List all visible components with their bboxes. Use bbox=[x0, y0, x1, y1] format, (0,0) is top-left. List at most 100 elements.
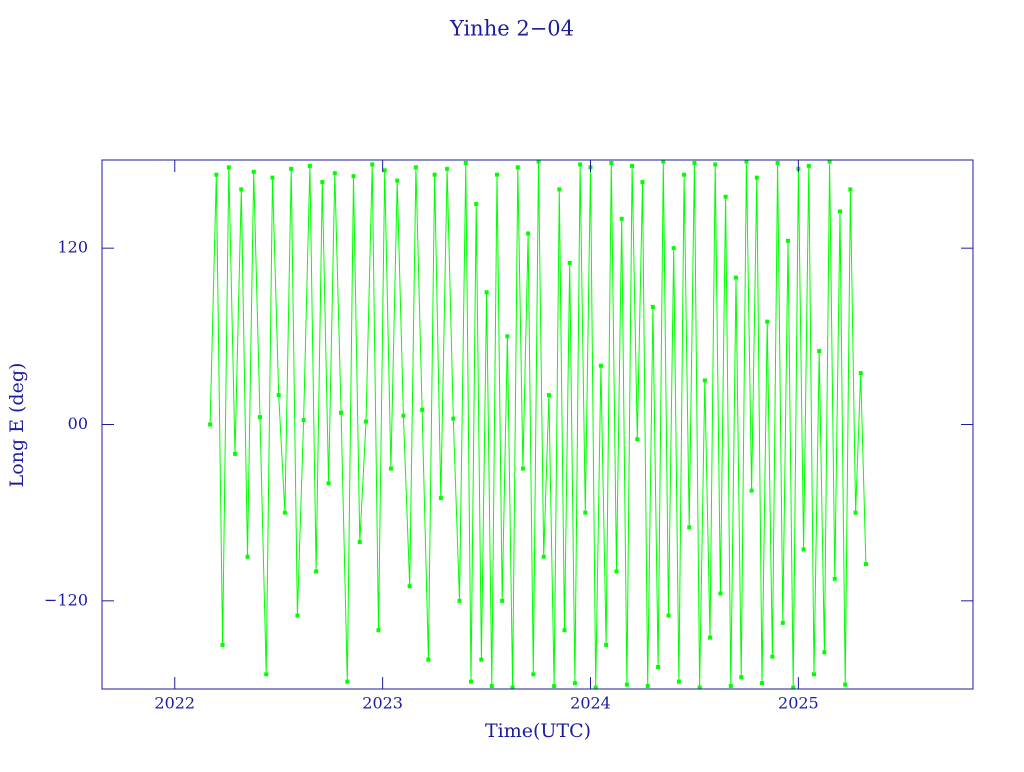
data-point bbox=[832, 576, 837, 581]
data-point bbox=[749, 488, 754, 493]
y-tick-label: 120 bbox=[57, 238, 88, 257]
data-point bbox=[295, 613, 300, 618]
data-point bbox=[744, 159, 749, 164]
data-point bbox=[208, 422, 213, 427]
data-point bbox=[474, 202, 479, 207]
data-point bbox=[451, 416, 456, 421]
data-point bbox=[420, 407, 425, 412]
x-tick-label: 2025 bbox=[778, 694, 819, 713]
data-point bbox=[531, 672, 536, 677]
data-point bbox=[536, 159, 541, 164]
data-point bbox=[546, 393, 551, 398]
data-point bbox=[515, 165, 520, 170]
data-point bbox=[457, 598, 462, 603]
data-point bbox=[438, 495, 443, 500]
data-point bbox=[630, 163, 635, 168]
data-point bbox=[484, 290, 489, 295]
data-point bbox=[552, 684, 557, 689]
data-point bbox=[364, 419, 369, 424]
chart-title: Yinhe 2−04 bbox=[449, 17, 574, 41]
data-point bbox=[314, 569, 319, 574]
data-point bbox=[713, 162, 718, 167]
data-point bbox=[785, 238, 790, 243]
data-point bbox=[226, 165, 231, 170]
data-point bbox=[557, 187, 562, 192]
data-point bbox=[791, 685, 796, 690]
data-point bbox=[301, 418, 306, 423]
x-axis-label: Time(UTC) bbox=[485, 720, 591, 742]
data-point bbox=[666, 613, 671, 618]
data-point bbox=[282, 510, 287, 515]
y-axis-label: Long E (deg) bbox=[6, 363, 28, 488]
data-point bbox=[572, 681, 577, 686]
data-point bbox=[351, 174, 356, 179]
data-point bbox=[770, 654, 775, 659]
data-point bbox=[739, 675, 744, 680]
data-point bbox=[650, 304, 655, 309]
data-point bbox=[604, 642, 609, 647]
data-point bbox=[619, 216, 624, 221]
y-tick-label: 00 bbox=[68, 414, 88, 433]
data-point bbox=[598, 363, 603, 368]
data-point bbox=[843, 682, 848, 687]
data-point bbox=[245, 554, 250, 559]
data-point bbox=[562, 628, 567, 633]
data-point bbox=[510, 685, 515, 690]
data-point bbox=[257, 415, 262, 420]
data-point bbox=[220, 642, 225, 647]
data-point bbox=[307, 163, 312, 168]
data-point bbox=[640, 180, 645, 185]
data-point bbox=[853, 510, 858, 515]
data-point bbox=[426, 657, 431, 662]
data-point bbox=[760, 681, 765, 686]
data-point bbox=[702, 378, 707, 383]
data-point bbox=[682, 172, 687, 177]
data-point bbox=[432, 172, 437, 177]
data-point bbox=[376, 628, 381, 633]
data-point bbox=[645, 684, 650, 689]
data-point bbox=[593, 685, 598, 690]
data-point bbox=[775, 160, 780, 165]
data-line bbox=[209, 161, 867, 688]
data-point bbox=[401, 413, 406, 418]
data-point bbox=[520, 466, 525, 471]
data-point bbox=[754, 175, 759, 180]
data-point bbox=[723, 194, 728, 199]
data-point bbox=[635, 437, 640, 442]
data-point bbox=[609, 160, 614, 165]
data-point bbox=[251, 169, 256, 174]
data-point bbox=[339, 410, 344, 415]
data-point bbox=[567, 260, 572, 265]
data-point bbox=[463, 160, 468, 165]
data-point bbox=[578, 162, 583, 167]
x-tick-label: 2022 bbox=[154, 694, 195, 713]
data-point bbox=[526, 231, 531, 236]
data-point bbox=[270, 175, 275, 180]
data-point bbox=[837, 209, 842, 214]
x-tick-label: 2024 bbox=[570, 694, 611, 713]
data-point bbox=[445, 166, 450, 171]
data-point bbox=[676, 679, 681, 684]
data-point bbox=[624, 682, 629, 687]
data-point bbox=[858, 371, 863, 376]
data-point bbox=[614, 569, 619, 574]
data-point bbox=[671, 246, 676, 251]
data-point bbox=[320, 180, 325, 185]
data-point bbox=[233, 451, 238, 456]
data-point bbox=[345, 679, 350, 684]
data-point bbox=[801, 547, 806, 552]
data-point bbox=[583, 510, 588, 515]
data-point bbox=[395, 178, 400, 183]
data-point bbox=[806, 163, 811, 168]
data-point bbox=[289, 166, 294, 171]
data-point bbox=[822, 650, 827, 655]
data-point bbox=[656, 664, 661, 669]
data-point bbox=[276, 393, 281, 398]
data-point bbox=[239, 187, 244, 192]
data-point bbox=[382, 168, 387, 173]
x-tick-label: 2023 bbox=[362, 694, 403, 713]
data-point bbox=[494, 172, 499, 177]
data-point bbox=[407, 584, 412, 589]
y-tick-label: −120 bbox=[44, 590, 88, 609]
